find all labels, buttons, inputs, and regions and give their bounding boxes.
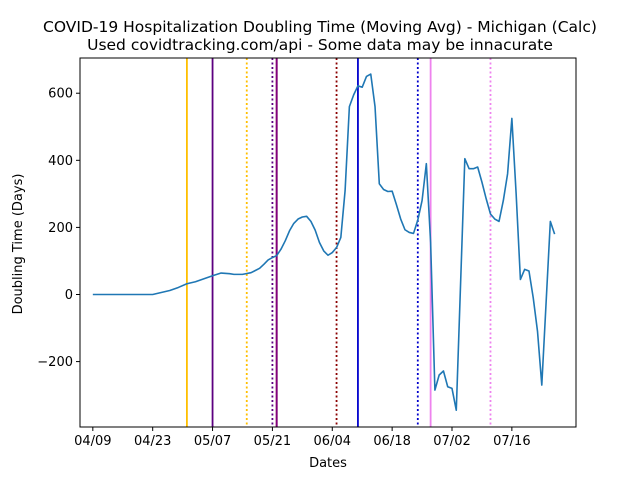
x-axis-label: Dates <box>309 456 347 471</box>
y-tick-label: 0 <box>65 288 73 303</box>
x-tick-label: 06/04 <box>314 434 351 449</box>
x-tick-label: 07/16 <box>493 434 530 449</box>
series-line <box>92 73 556 412</box>
chart-title: COVID-19 Hospitalization Doubling Time (… <box>43 18 597 36</box>
x-tick-label: 04/09 <box>74 434 111 449</box>
x-tick-label: 04/23 <box>134 434 171 449</box>
x-tick-label: 07/02 <box>433 434 470 449</box>
x-tick-label: 05/07 <box>194 434 231 449</box>
chart-subtitle: Used covidtracking.com/api - Some data m… <box>87 36 553 54</box>
plot-area: −200 0 200 400 600 04/09 04/23 05/07 05/21 06/04 0… <box>37 57 577 449</box>
y-tick-label: −200 <box>37 355 73 370</box>
plot-frame <box>79 57 577 428</box>
x-tick-label: 05/21 <box>254 434 291 449</box>
y-axis-label: Doubling Time (Days) <box>11 174 26 315</box>
y-tick-label: 600 <box>48 87 73 102</box>
x-tick-label: 06/18 <box>373 434 410 449</box>
y-tick-label: 400 <box>48 154 73 169</box>
y-tick-label: 200 <box>48 221 73 236</box>
